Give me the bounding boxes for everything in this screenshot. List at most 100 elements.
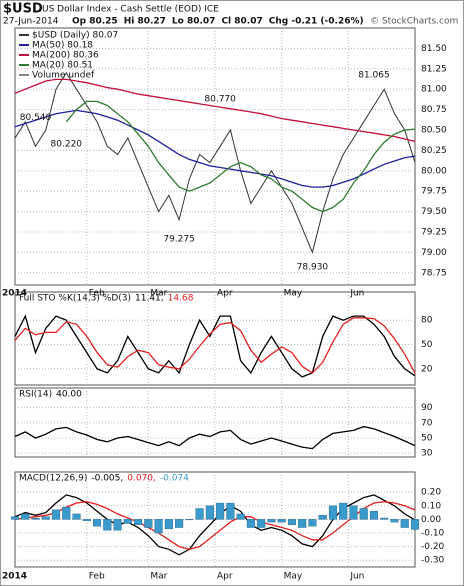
y-tick-label: 80 [421,316,433,326]
y-tick-label: 81.50 [421,44,447,54]
histogram-bar [390,519,399,523]
histogram-bar [154,519,163,534]
legend-entry: 0.070, [127,474,156,484]
y-tick-label: -0.10 [421,528,445,538]
histogram-bar [318,515,327,520]
legend-entry: 40.00 [56,390,82,400]
y-tick-label: 20 [421,364,433,374]
histogram-bar [51,509,61,520]
histogram-bar [21,513,30,520]
annotation: 81.065 [358,70,390,80]
panel-label: RSI(14) [19,390,52,400]
source: © StockCharts.com [370,17,458,27]
series-line [14,425,416,450]
histogram-bar [267,519,276,523]
histogram-bar [216,502,225,520]
histogram-bar [123,519,132,524]
date: 27-Jun-2014 [3,17,59,27]
x-tick-label: Mar [150,289,167,299]
panel-frame [14,291,416,386]
histogram-bar [82,519,91,521]
legend-entry: -0.005, [91,474,123,484]
annotation: 80.540 [20,113,52,123]
y-tick-label: 80.00 [421,166,447,176]
histogram-bar [113,519,122,531]
y-tick-label: -0.30 [421,556,445,566]
x-tick-label: Apr [217,289,233,299]
histogram-bar [380,517,389,520]
histogram-bar [369,511,379,520]
histogram-bar [205,505,214,520]
quote-field: Hi 80.27 [124,17,166,27]
histogram-bar [144,519,153,528]
series-line [14,314,416,378]
x-tick-label: May [284,572,303,582]
legend-entry: 14.68 [168,294,194,304]
annotation: 79.275 [163,234,195,244]
x-tick-label: 2014 [2,572,27,582]
symbol: $USD [3,2,43,17]
x-tick-label: Feb [89,289,105,299]
histogram-bar [93,519,102,527]
y-tick-label: 81.25 [421,64,447,74]
y-tick-label: 50 [421,434,433,444]
y-tick-label: -0.20 [421,542,445,552]
series-line [65,100,416,213]
histogram-bar [359,508,368,520]
histogram-bar [195,508,204,520]
histogram-bar [400,519,409,528]
y-tick-label: 0.20 [421,488,441,498]
histogram-bar [10,516,20,520]
index-name: US Dollar Index - Cash Settle (EOD) ICE [42,5,219,15]
y-tick-label: 80.75 [421,105,447,115]
legend-entry: -0.074 [160,474,189,484]
series-line [14,494,416,556]
y-tick-label: 90 [421,403,433,413]
y-tick-label: 70 [421,418,433,428]
histogram-bar [236,513,245,520]
y-tick-label: 79.25 [421,227,447,237]
quote-field: Op 80.25 [72,17,118,27]
y-tick-label: 81.00 [421,85,447,95]
y-tick-label: 79.50 [421,207,447,217]
histogram-bar [349,505,358,520]
histogram-bar [175,519,184,528]
histogram-bar [62,506,71,520]
x-tick-label: Feb [89,572,105,582]
y-tick-label: 0.10 [421,501,441,511]
histogram-bar [328,505,337,520]
annotation: 80.770 [204,94,236,104]
x-tick-label: Jun [349,289,364,299]
y-tick-label: 30 [421,449,433,459]
histogram-bar [226,502,235,520]
legend-entry: $USD (Daily) 80.07 [32,31,118,41]
histogram-bar [257,519,266,528]
histogram-bar [41,516,50,520]
histogram-bar [410,519,420,530]
annotation: 78.930 [297,263,329,273]
histogram-bar [103,519,112,531]
histogram-bar [298,519,307,528]
series-line [14,501,416,550]
series-line [14,109,416,188]
x-tick-label: Jun [349,572,364,582]
histogram-bar [246,519,255,528]
legend-entry: 11.41, [135,294,164,304]
histogram-bar [164,519,173,530]
y-tick-label: 80.50 [421,125,447,135]
annotation: 80.220 [51,139,83,149]
x-tick-label: Apr [217,572,233,582]
series-line [14,71,416,254]
histogram-bar [308,519,317,527]
x-tick-label: 2014 [2,289,27,299]
panel-label: Full STO %K(14,3) %D(3) [19,294,131,304]
y-tick-label: 50 [421,340,433,350]
histogram-bar [185,519,194,521]
series-line [14,78,416,143]
panel-label: MACD(12,26,9) [19,474,87,484]
y-tick-label: 79.75 [421,187,447,197]
histogram-bar [134,519,143,526]
x-tick-label: Mar [150,572,167,582]
quote-field: Chg -0.21 (-0.26%) [269,17,364,27]
